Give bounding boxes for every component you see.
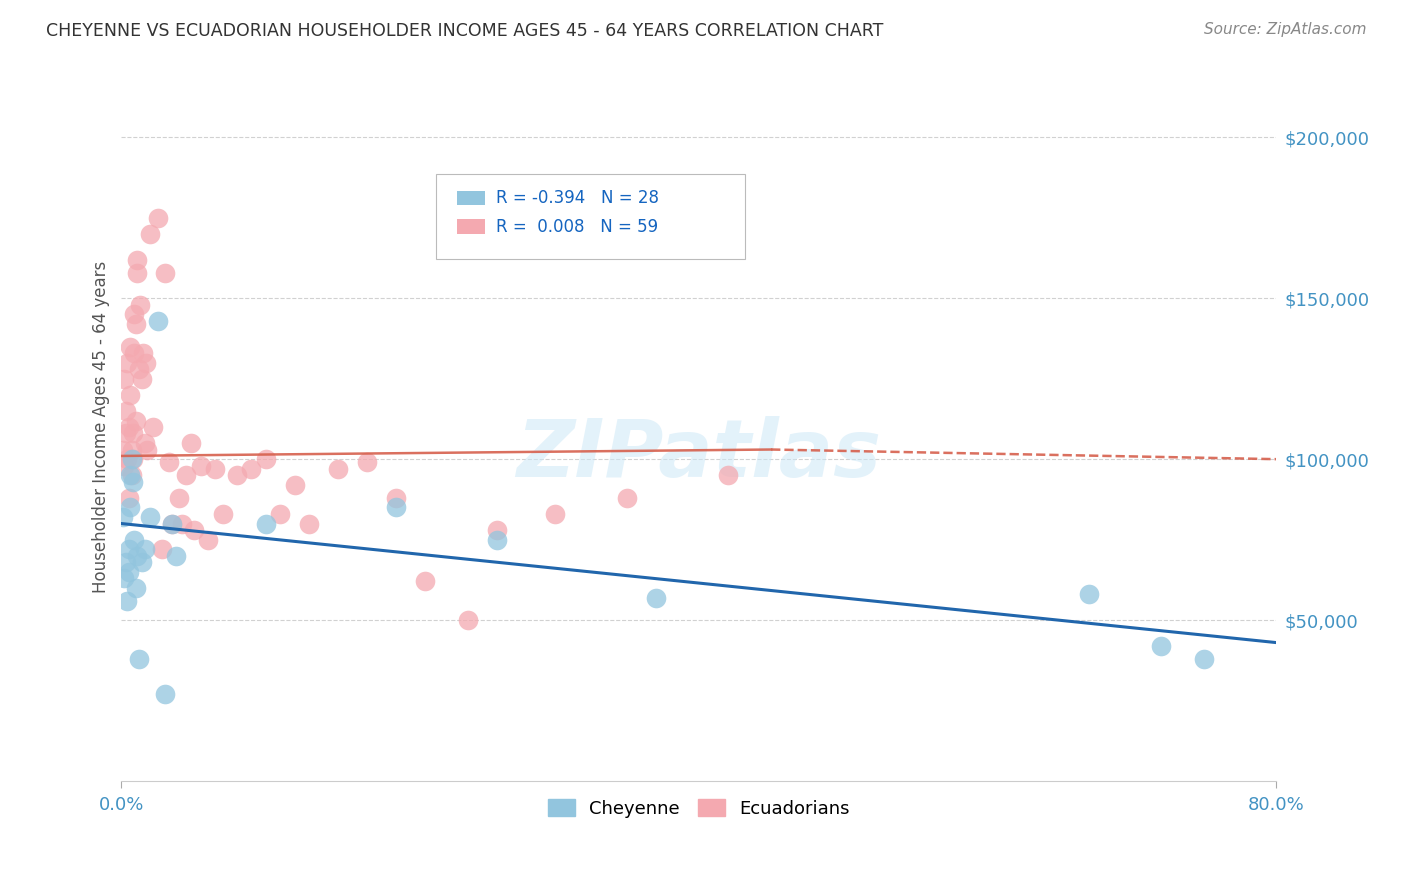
Point [142,420,165,434]
Point [717,468,740,483]
Point [190,458,212,473]
Point [129,298,152,312]
Point [125,413,148,427]
Point [1194,651,1216,665]
Legend: Cheyenne, Ecuadorians: Cheyenne, Ecuadorians [540,792,858,825]
Point [139,227,162,241]
Point [157,455,180,469]
Point [153,266,176,280]
Point [131,372,153,386]
Point [176,468,198,483]
Point [121,442,143,457]
Point [114,426,136,441]
Point [112,458,135,473]
Point [118,565,141,579]
Point [326,462,349,476]
Point [112,571,135,585]
Point [124,533,146,547]
Point [284,478,307,492]
Point [114,555,136,569]
Point [172,516,194,531]
Point [127,266,149,280]
Point [644,591,666,605]
Point [127,549,149,563]
Text: R = -0.394   N = 28: R = -0.394 N = 28 [496,189,659,207]
Point [180,436,202,450]
Point [183,523,205,537]
Point [146,211,169,225]
Point [112,372,135,386]
Point [384,500,406,515]
Point [128,362,150,376]
Point [124,346,146,360]
Point [543,507,565,521]
Text: CHEYENNE VS ECUADORIAN HOUSEHOLDER INCOME AGES 45 - 64 YEARS CORRELATION CHART: CHEYENNE VS ECUADORIAN HOUSEHOLDER INCOM… [46,22,884,40]
Point [153,687,176,701]
Point [135,356,157,370]
Point [485,523,508,537]
Text: R =  0.008   N = 59: R = 0.008 N = 59 [496,218,658,235]
Point [211,507,233,521]
Point [240,462,263,476]
Point [122,452,145,467]
Point [139,510,162,524]
Point [118,491,141,505]
Point [1150,639,1173,653]
Point [120,500,142,515]
Point [118,420,141,434]
Point [121,468,143,483]
Point [128,651,150,665]
Point [118,542,141,557]
Y-axis label: Householder Income Ages 45 - 64 years: Householder Income Ages 45 - 64 years [93,260,110,593]
Point [120,339,142,353]
Text: Source: ZipAtlas.com: Source: ZipAtlas.com [1204,22,1367,37]
Point [136,442,159,457]
Point [132,346,155,360]
Point [269,507,291,521]
Point [485,533,508,547]
Point [125,581,148,595]
Point [356,455,378,469]
Point [114,404,136,418]
Point [115,356,138,370]
Point [121,452,143,467]
Point [298,516,321,531]
Point [160,516,183,531]
Point [146,314,169,328]
Point [226,468,249,483]
Point [150,542,173,557]
Point [111,442,134,457]
Point [115,594,138,608]
Point [131,555,153,569]
Point [1077,587,1099,601]
Point [165,549,187,563]
Point [125,317,148,331]
Point [115,452,138,467]
Point [124,307,146,321]
Point [167,491,190,505]
Point [384,491,406,505]
Point [127,252,149,267]
Point [120,468,142,483]
Point [413,574,436,589]
Point [160,516,183,531]
Point [134,436,156,450]
Point [197,533,219,547]
Point [254,452,277,467]
Point [111,510,134,524]
Point [122,475,145,489]
Point [457,613,479,627]
Point [204,462,226,476]
Point [134,542,156,557]
Text: ZIPatlas: ZIPatlas [516,417,882,494]
Point [254,516,277,531]
Point [122,426,145,441]
Point [616,491,638,505]
Point [120,388,142,402]
